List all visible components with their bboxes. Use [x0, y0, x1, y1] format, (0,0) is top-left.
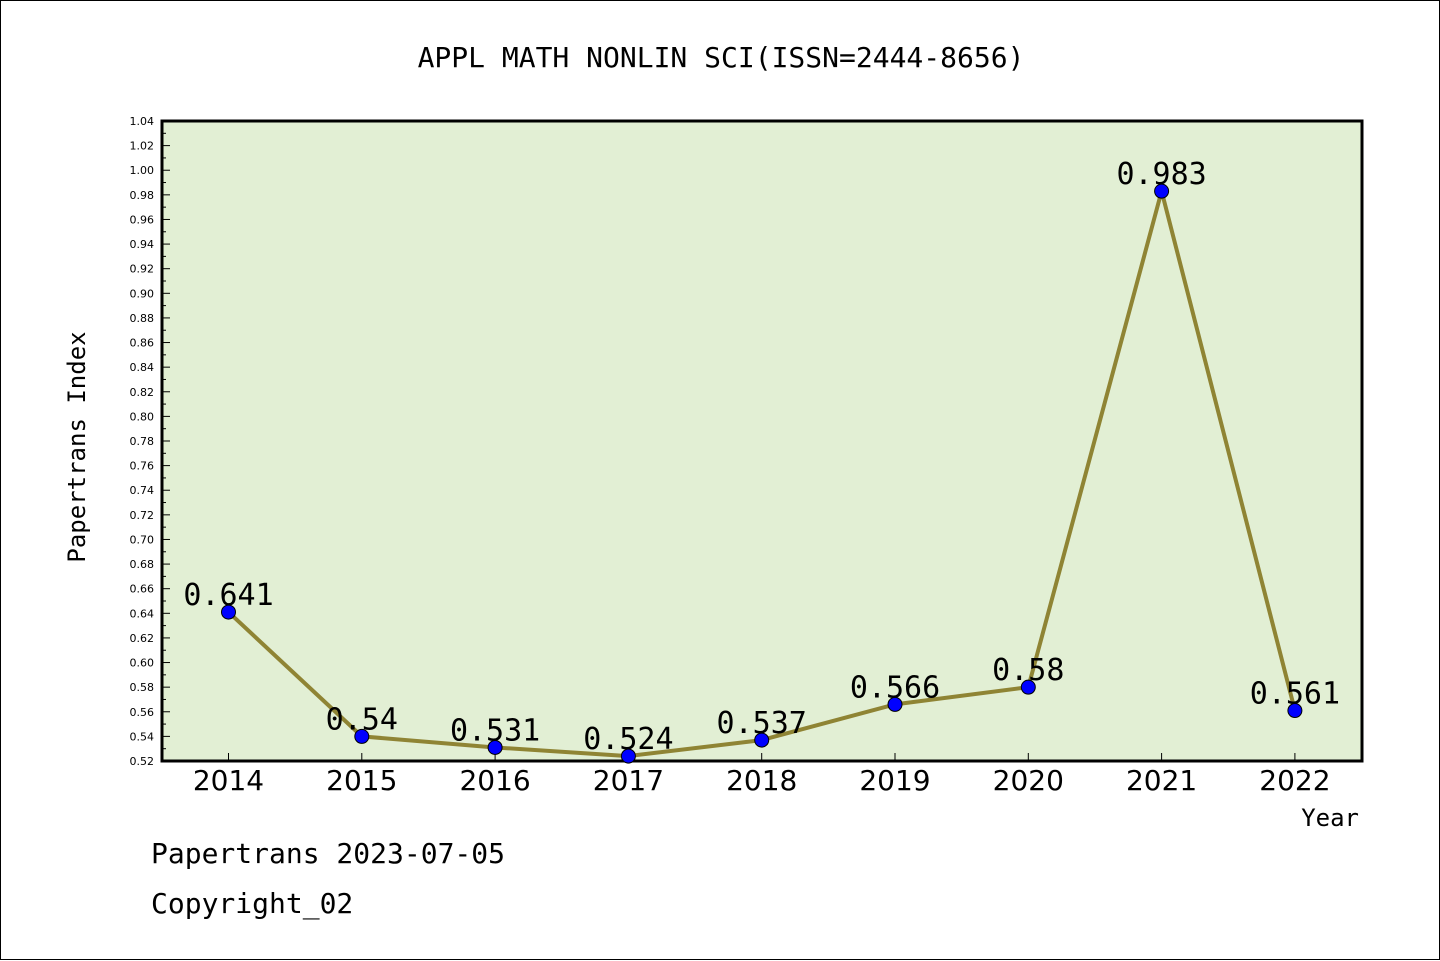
- y-axis: 0.52 0.54 0.56 0.58 0.60 0.62 0.64 0.66 0.68 0.70…: [130, 115, 170, 768]
- data-labels: 0.641 0.54 0.531 0.524 0.537 0.566 0.58 0.983 0.…: [183, 157, 1340, 757]
- data-label: 0.531: [450, 713, 540, 748]
- y-tick-label: 0.74: [130, 484, 155, 497]
- plot-area: [160, 119, 1364, 763]
- chart-title: APPL MATH NONLIN SCI(ISSN=2444-8656): [418, 41, 1025, 74]
- data-point: [754, 732, 770, 748]
- y-tick-label: 1.02: [130, 140, 155, 153]
- data-label: 0.641: [183, 578, 273, 613]
- x-tick-label: 2019: [859, 764, 930, 797]
- footer-copyright: Copyright_02: [151, 887, 354, 920]
- data-points: [221, 183, 1303, 764]
- y-tick-label: 0.78: [130, 435, 155, 448]
- y-tick-label: 0.52: [130, 755, 155, 768]
- x-tick-label: 2020: [993, 764, 1064, 797]
- y-tick-label: 0.76: [130, 460, 155, 473]
- y-tick-label: 1.00: [130, 164, 155, 177]
- data-point: [354, 728, 370, 744]
- data-label: 0.58: [992, 653, 1064, 688]
- y-tick-label: 0.82: [130, 386, 155, 399]
- x-tick-label: 2022: [1259, 764, 1330, 797]
- y-tick-label: 1.04: [130, 115, 155, 128]
- y-axis-label: Papertrans Index: [63, 331, 91, 562]
- y-tick-label: 0.96: [130, 213, 155, 226]
- y-tick-label: 0.60: [130, 657, 155, 670]
- y-tick-label: 0.92: [130, 263, 155, 276]
- y-tick-label: 0.86: [130, 337, 155, 350]
- y-tick-label: 0.88: [130, 312, 155, 325]
- data-point: [887, 696, 903, 712]
- y-tick-label: 0.72: [130, 509, 155, 522]
- y-tick-label: 0.90: [130, 287, 155, 300]
- data-point: [620, 748, 636, 764]
- data-label: 0.983: [1116, 157, 1206, 192]
- data-point: [1020, 679, 1036, 695]
- y-tick-label: 0.94: [130, 238, 155, 251]
- y-tick-label: 0.98: [130, 189, 155, 202]
- x-tick-label: 2014: [193, 764, 264, 797]
- data-label: 0.524: [583, 722, 673, 757]
- y-tick-label: 0.84: [130, 361, 155, 374]
- data-point: [221, 604, 236, 620]
- x-axis-label: Year: [1301, 804, 1359, 832]
- y-tick-label: 0.62: [130, 632, 155, 645]
- data-label: 0.561: [1250, 677, 1340, 712]
- x-tick-label: 2016: [459, 764, 530, 797]
- footer-date: Papertrans 2023-07-05: [151, 837, 506, 870]
- x-tick-label: 2021: [1126, 764, 1197, 797]
- data-label: 0.537: [717, 706, 807, 741]
- data-point: [1154, 183, 1170, 199]
- y-tick-label: 0.68: [130, 558, 155, 571]
- y-tick-label: 0.56: [130, 706, 155, 719]
- y-tick-label: 0.66: [130, 583, 155, 596]
- data-point: [487, 739, 503, 755]
- x-tick-label: 2015: [326, 764, 397, 797]
- y-tick-label: 0.70: [130, 533, 155, 546]
- data-point: [1287, 703, 1303, 719]
- y-tick-label: 0.54: [130, 730, 155, 743]
- x-tick-label: 2017: [593, 764, 664, 797]
- y-tick-label: 0.58: [130, 681, 155, 694]
- x-axis: 2014 2015 2016 2017 2018 2019 2020 2021 2022: [193, 753, 1331, 797]
- y-tick-label: 0.64: [130, 607, 155, 620]
- x-tick-label: 2018: [726, 764, 797, 797]
- data-label: 0.54: [326, 702, 398, 737]
- y-tick-label: 0.80: [130, 410, 155, 423]
- data-label: 0.566: [850, 670, 940, 705]
